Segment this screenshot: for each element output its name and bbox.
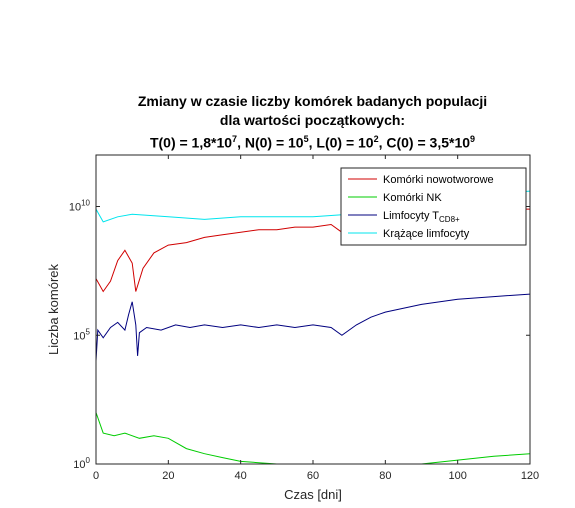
legend-box <box>340 167 527 246</box>
legend-label-3: Krążące limfocyty <box>383 228 470 240</box>
y-tick-label-2: 1010 <box>69 199 91 214</box>
legend-label-1: Komórki NK <box>383 192 442 204</box>
x-tick-label-4: 80 <box>379 470 391 482</box>
x-tick-label-6: 120 <box>521 470 539 482</box>
y-tick-label-1: 105 <box>73 327 90 342</box>
y-axis-label: Liczba komórek <box>46 263 61 355</box>
series-line-1 <box>96 412 530 464</box>
title-line-3: T(0) = 1,8*107, N(0) = 105, L(0) = 102, … <box>149 134 476 151</box>
chart-title: Zmiany w czasie liczby komórek badanych … <box>95 92 530 153</box>
x-tick-label-1: 20 <box>162 470 174 482</box>
x-tick-label-5: 100 <box>448 470 466 482</box>
series-line-2 <box>96 293 530 362</box>
legend-label-0: Komórki nowotworowe <box>383 174 494 186</box>
title-line-1: Zmiany w czasie liczby komórek badanych … <box>137 93 488 109</box>
x-tick-label-2: 40 <box>235 470 247 482</box>
x-tick-label-0: 0 <box>93 470 99 482</box>
title-line-2: dla wartości początkowych: <box>219 112 406 128</box>
y-tick-label-0: 100 <box>73 456 90 471</box>
x-tick-label-3: 60 <box>307 470 319 482</box>
legend-label-2: Limfocyty TCD8+ <box>383 210 460 224</box>
x-axis-label: Czas [dni] <box>284 487 342 502</box>
